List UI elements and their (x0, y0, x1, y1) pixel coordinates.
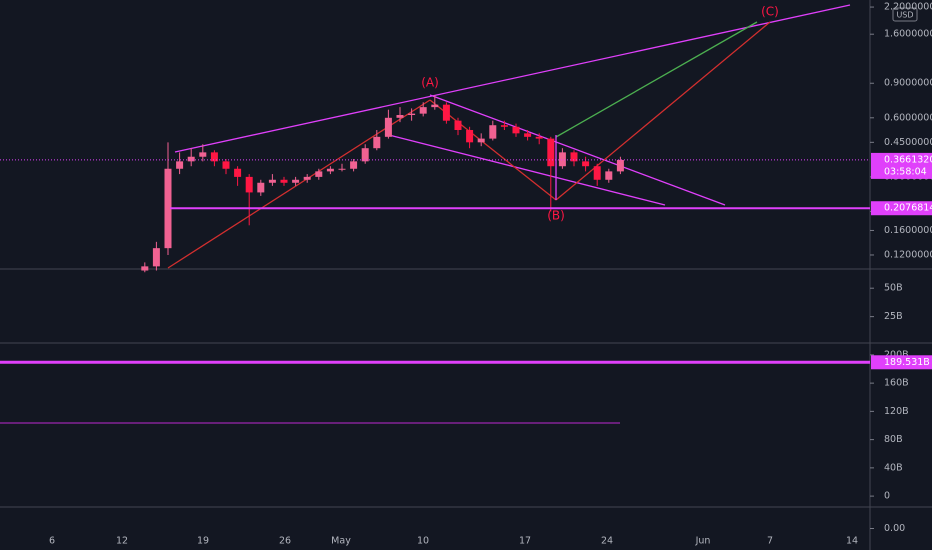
y-tick-label: 200B (884, 349, 909, 360)
wave-label: (B) (547, 209, 565, 223)
candle-body (605, 171, 613, 180)
candle-body (535, 136, 543, 139)
candle-body (408, 113, 416, 116)
candle-body (176, 161, 184, 169)
candle-body (547, 138, 555, 167)
candle-body (326, 168, 334, 172)
x-tick-label: 12 (116, 536, 128, 547)
x-tick-label: 14 (846, 536, 858, 547)
x-tick-label: 19 (197, 536, 209, 547)
candle-body (419, 107, 427, 114)
candle-body (187, 156, 195, 162)
candle-body (292, 179, 300, 183)
candle-body (280, 179, 288, 183)
candle-body (361, 148, 369, 162)
candle-body (268, 179, 276, 183)
y-tick-label: 0.60000000 (884, 112, 932, 123)
indicator-box (871, 355, 932, 370)
x-tick-label: 7 (767, 536, 773, 547)
candle-body (466, 129, 474, 143)
candle-body (582, 161, 590, 167)
candle-body (384, 117, 392, 137)
candle-body (164, 168, 172, 249)
y-tick-label: 25B (884, 311, 903, 322)
candle-body (210, 152, 218, 162)
y-tick-label: 0 (884, 491, 890, 502)
level-box (871, 201, 932, 216)
candle-body (338, 168, 346, 170)
y-tick-label: 0.00 (884, 523, 905, 534)
candle-body (257, 182, 265, 193)
candle-body (477, 138, 485, 143)
x-tick-label: 10 (417, 536, 429, 547)
x-tick-label: 26 (279, 536, 291, 547)
candle-body (245, 176, 253, 193)
candle-body (616, 159, 624, 172)
candle-body (396, 115, 404, 118)
currency: USD (896, 11, 913, 20)
y-tick-label: 2.20000000 (884, 2, 932, 13)
last-price-label: 0.36613209 (884, 154, 932, 165)
candle-body (152, 248, 160, 267)
candle-body (500, 125, 508, 127)
candle-body (593, 166, 601, 180)
y-tick-label: 1.60000000 (884, 29, 932, 40)
countdown: 03:58:04 (884, 166, 927, 177)
candle-body (234, 168, 242, 177)
candle-body (558, 152, 566, 167)
x-tick-label: Jun (695, 536, 711, 547)
y-tick-label: 0.16000000 (884, 225, 932, 236)
last-price-box (871, 152, 932, 179)
x-tick-label: 17 (519, 536, 531, 547)
candle-body (199, 152, 207, 157)
wave-label: (C) (761, 5, 779, 19)
candle-body (350, 161, 358, 169)
candle-body (373, 136, 381, 149)
candle-body (489, 125, 497, 139)
candle-body (431, 104, 439, 108)
currency-box (892, 7, 918, 22)
candle-body (570, 152, 578, 162)
drawings (167, 4, 851, 269)
x-tick-label: May (331, 536, 351, 547)
wave-label: (A) (421, 76, 439, 90)
indicator-label: 189.531B (884, 357, 930, 368)
y-tick-label: 40B (884, 462, 903, 473)
y-tick-label: 50B (884, 283, 903, 294)
y-tick-label: 0.90000000 (884, 78, 932, 89)
y-tick-label: 0.45000000 (884, 137, 932, 148)
candle-body (303, 176, 311, 180)
candle-body (512, 126, 520, 134)
level-label: 0.20768146 (884, 203, 932, 214)
candle-body (524, 133, 532, 137)
candle-body (454, 120, 462, 130)
candle-body (442, 104, 450, 121)
y-tick-label: 120B (884, 406, 909, 417)
x-tick-label: 6 (49, 536, 55, 547)
candle-body (315, 171, 323, 177)
x-tick-label: 24 (601, 536, 613, 547)
candle-body (222, 161, 230, 169)
candle-body (141, 266, 149, 271)
y-tick-label: 0.12000000 (884, 249, 932, 260)
y-tick-label: 160B (884, 378, 909, 389)
y-tick-label: 80B (884, 434, 903, 445)
